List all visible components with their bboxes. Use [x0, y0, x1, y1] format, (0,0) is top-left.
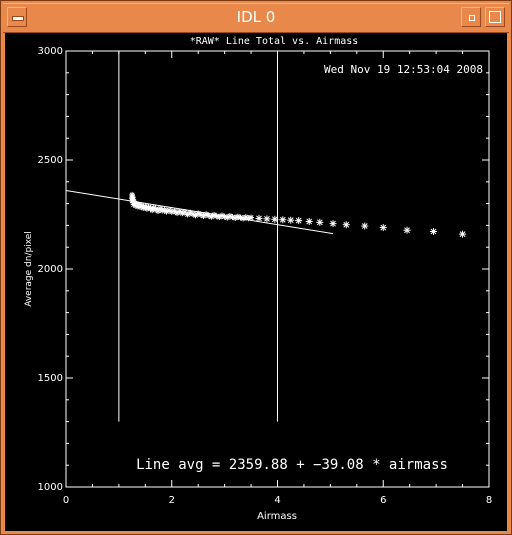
data-point-star: [459, 230, 467, 238]
data-points: [129, 191, 467, 238]
data-point-star: [379, 224, 387, 232]
window-menu-icon: [12, 16, 24, 21]
x-tick-label: 2: [169, 495, 175, 506]
timestamp-label: Wed Nov 19 12:53:04 2008: [324, 63, 483, 76]
chart-title: *RAW* Line Total vs. Airmass: [190, 36, 359, 47]
y-tick-label: 2000: [38, 264, 63, 275]
y-tick-label: 1500: [38, 373, 63, 384]
y-tick-label: 1000: [38, 482, 63, 493]
x-axis-label: Airmass: [257, 511, 297, 522]
data-point-star: [279, 216, 287, 224]
window-title: IDL 0: [236, 8, 276, 26]
data-point-star: [263, 215, 271, 223]
data-point-star: [361, 222, 369, 230]
maximize-icon: [489, 11, 501, 23]
maximize-button[interactable]: [485, 7, 505, 27]
data-point-star: [271, 215, 279, 223]
y-tick-label: 3000: [38, 46, 63, 57]
y-axis-label: Average dn/pixel: [24, 231, 34, 307]
chart-svg: *RAW* Line Total vs. Airmass Wed Nov 19 …: [24, 36, 493, 522]
data-point-star: [429, 228, 437, 236]
title-bar[interactable]: IDL 0: [3, 3, 509, 33]
y-tick-label: 2500: [38, 155, 63, 166]
data-point-star: [287, 216, 295, 224]
data-point-dense: [248, 214, 255, 221]
data-point-star: [305, 217, 313, 225]
x-tick-label: 0: [63, 495, 69, 506]
data-point-dense: [138, 202, 145, 209]
data-point-dense: [163, 208, 170, 215]
x-tick-label: 8: [486, 495, 492, 506]
data-point-star: [403, 226, 411, 234]
minimize-button[interactable]: [461, 7, 481, 27]
window-menu-button[interactable]: [7, 7, 27, 27]
x-tick-label: 4: [274, 495, 280, 506]
vertical-markers: [118, 51, 278, 422]
plot-canvas: *RAW* Line Total vs. Airmass Wed Nov 19 …: [5, 33, 507, 531]
data-point-star: [255, 214, 263, 222]
fit-equation-label: Line avg = 2359.88 + −39.08 * airmass: [136, 457, 448, 473]
data-point-star: [342, 221, 350, 229]
data-point-star: [329, 220, 337, 228]
data-point-star: [316, 218, 324, 226]
axis-ticks: 0 2 4 6 8 1000 1500 2000 2500 3000: [38, 46, 493, 506]
x-tick-label: 6: [380, 495, 386, 506]
minimize-icon: [469, 15, 475, 21]
data-point-star: [295, 217, 303, 225]
